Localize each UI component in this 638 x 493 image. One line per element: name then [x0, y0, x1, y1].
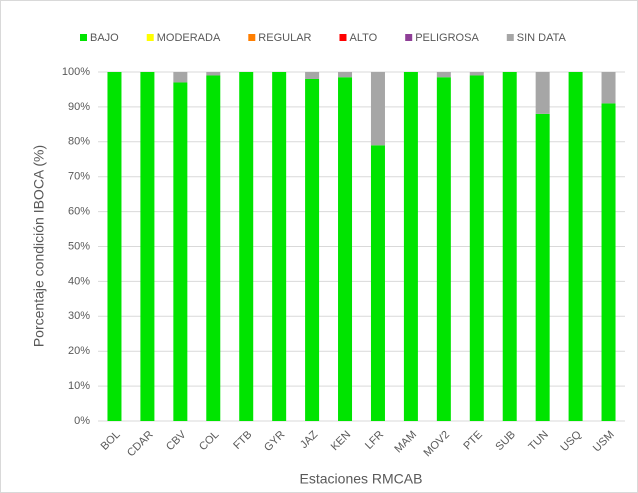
- y-tick-label: 10%: [68, 380, 90, 392]
- bar-segment: [305, 78, 320, 421]
- y-tick-label: 40%: [68, 275, 90, 287]
- bar-segment: [535, 72, 550, 114]
- bar-segment: [173, 72, 188, 83]
- bar-segment: [601, 72, 616, 104]
- legend-marker: [339, 34, 347, 41]
- bar-segment: [436, 72, 451, 78]
- bar-segment: [239, 72, 254, 421]
- bar-segment: [305, 72, 320, 79]
- legend-marker: [506, 34, 514, 41]
- bar-segment: [338, 72, 353, 78]
- bar-segment: [206, 75, 221, 422]
- y-tick-label: 70%: [68, 171, 90, 183]
- legend-marker: [405, 34, 413, 41]
- legend-label: MODERADA: [157, 32, 221, 44]
- y-tick-label: 0%: [74, 415, 90, 427]
- bar-segment: [535, 113, 550, 421]
- y-axis-title: Porcentaje condición IBOCA (%): [31, 145, 47, 347]
- bar-segment: [436, 77, 451, 422]
- bar-segment: [601, 103, 616, 421]
- legend-marker: [248, 34, 256, 41]
- y-tick-label: 90%: [68, 101, 90, 113]
- bar-segment: [370, 145, 385, 422]
- bar-segment: [568, 72, 583, 421]
- legend-marker: [146, 34, 154, 41]
- legend-label: PELIGROSA: [415, 32, 479, 44]
- y-tick-label: 100%: [62, 66, 90, 78]
- bar-segment: [272, 72, 287, 421]
- bar-segment: [403, 72, 418, 421]
- legend-label: BAJO: [90, 32, 119, 44]
- x-axis-title: Estaciones RMCAB: [300, 471, 423, 487]
- legend-label: ALTO: [349, 32, 377, 44]
- bar-segment: [173, 82, 188, 421]
- y-tick-label: 30%: [68, 310, 90, 322]
- y-tick-label: 60%: [68, 206, 90, 218]
- y-tick-label: 50%: [68, 240, 90, 252]
- bar-segment: [502, 72, 517, 421]
- bar-segment: [107, 72, 122, 421]
- y-tick-label: 80%: [68, 136, 90, 148]
- bar-segment: [140, 72, 155, 421]
- legend-label: REGULAR: [258, 32, 311, 44]
- bar-segment: [206, 72, 221, 76]
- legend-label: SIN DATA: [517, 32, 567, 44]
- bar-segment: [338, 77, 353, 422]
- y-tick-label: 20%: [68, 345, 90, 357]
- bar-segment: [469, 72, 484, 76]
- bar-segment: [370, 72, 385, 146]
- legend-marker: [80, 34, 87, 41]
- bar-segment: [469, 75, 484, 422]
